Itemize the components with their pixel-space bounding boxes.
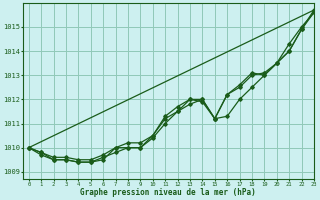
X-axis label: Graphe pression niveau de la mer (hPa): Graphe pression niveau de la mer (hPa) bbox=[80, 188, 256, 197]
